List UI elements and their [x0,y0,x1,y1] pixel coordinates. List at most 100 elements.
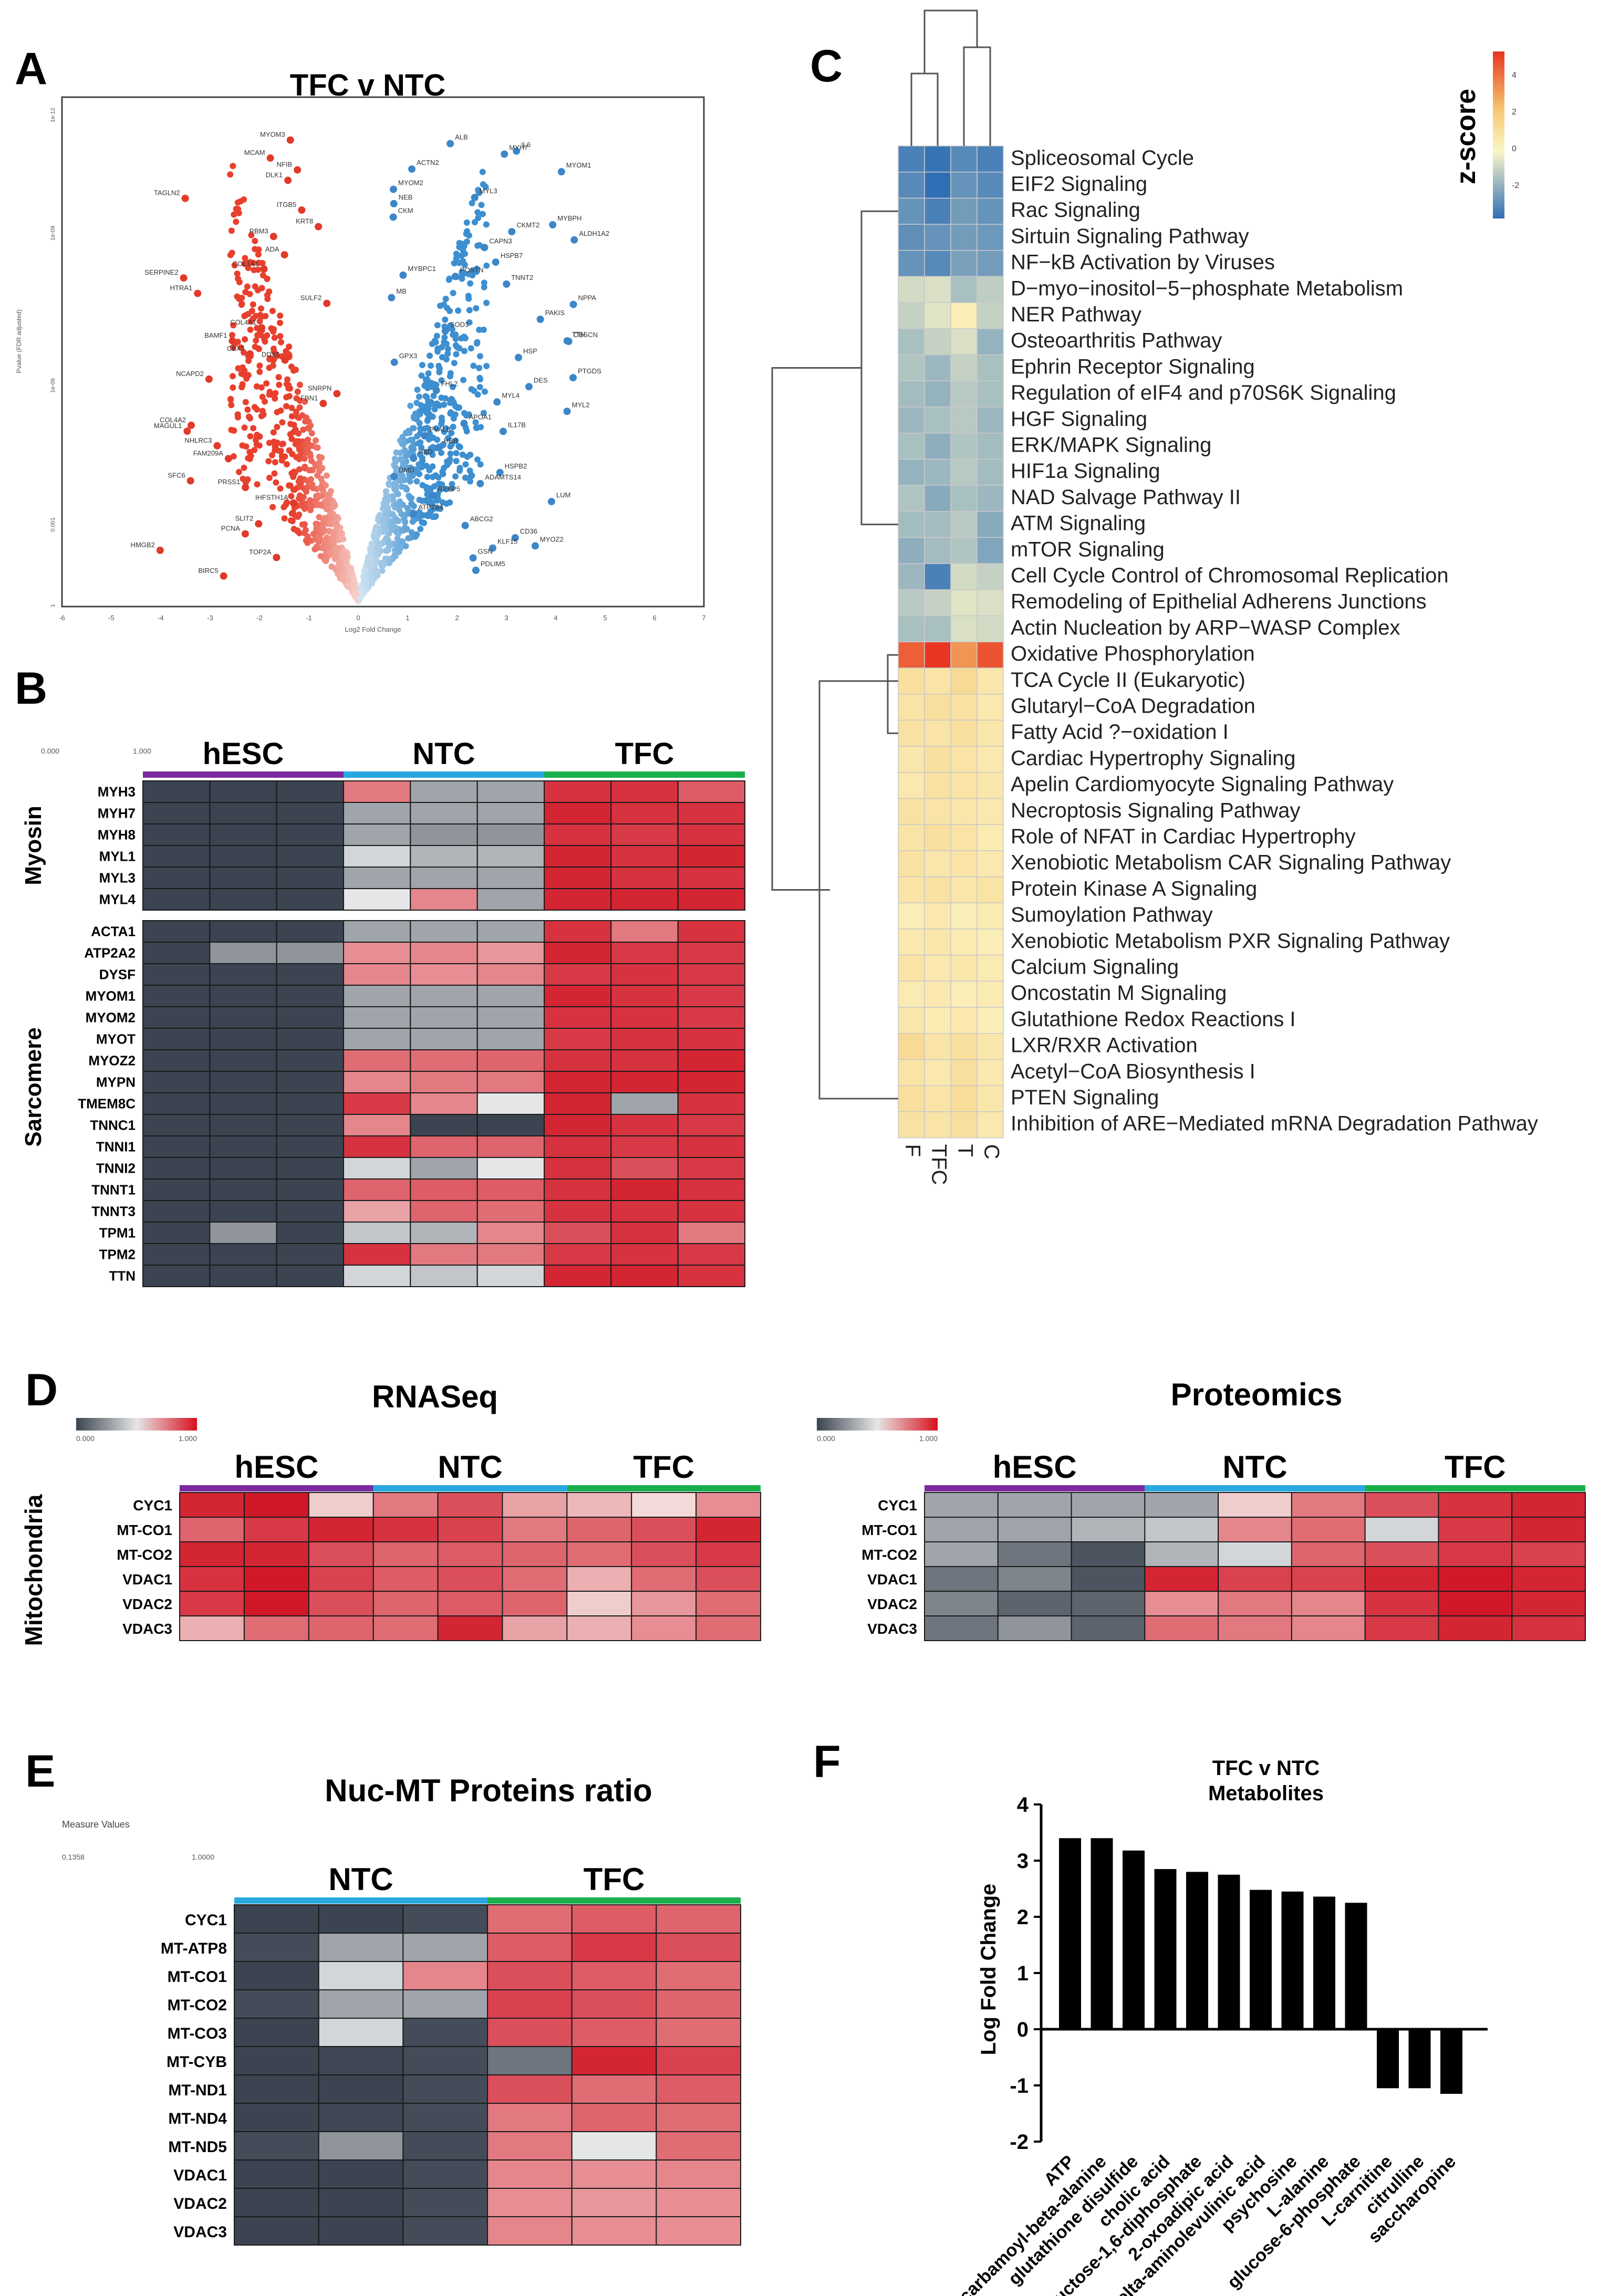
gene-label: ALB [455,133,468,141]
heatmap-cell [502,1615,568,1641]
heatmap-cell [410,1135,478,1158]
volcano-point [330,503,337,510]
pathway-label: Cardiac Hypertrophy Signaling [1011,747,1296,770]
volcano-point [410,446,417,453]
volcano-point [413,531,420,538]
volcano-point [256,346,262,352]
heatmap-cell [631,1492,697,1518]
volcano-point [357,594,364,601]
heatmap-cell [487,2216,573,2246]
volcano-point [261,336,268,342]
volcano-point [429,514,436,520]
volcano-point [331,519,338,526]
volcano-point [236,296,243,302]
volcano-point-down [294,166,302,174]
volcano-point-up [408,165,416,173]
group-label-ntc: NTC [1222,1449,1287,1485]
volcano-point-down [213,442,221,450]
row-label: ATP2A2 [84,945,136,961]
volcano-point [452,473,459,480]
volcano-point [461,348,468,354]
gene-label: MB [396,287,407,295]
heatmap-cell [977,850,1004,878]
heatmap-cell [209,802,277,825]
volcano-point [476,384,483,391]
heatmap-cell [276,963,345,986]
heatmap-cell [924,1541,999,1567]
volcano-point [284,461,290,468]
volcano-point [307,497,314,504]
heatmap-cell [234,1933,319,1962]
heatmap-cell [677,920,745,943]
heatmap-cell [977,1059,1004,1086]
heatmap-cell [924,1591,999,1616]
heatmap-cell [343,1071,411,1093]
x-tick-label: 6 [652,614,656,622]
heatmap-cell [571,2216,657,2246]
volcano-point [308,457,315,464]
heatmap-cell [402,2131,488,2161]
heatmap-cell [410,1049,478,1072]
volcano-point [447,410,454,417]
row-label: MT-CO1 [861,1522,917,1538]
heatmap-cell [343,1157,411,1180]
heatmap-cell [476,823,545,846]
volcano-point-up [493,398,501,406]
volcano-point [307,507,314,514]
heatmap-cell [437,1591,503,1616]
heatmap-cell [610,780,679,803]
volcano-point [304,533,311,540]
heatmap-cell [898,302,925,329]
volcano-point [277,447,284,454]
heatmap-cell [502,1517,568,1542]
heatmap-cell [924,746,951,773]
volcano-point [393,529,400,535]
volcano-point [436,366,443,372]
volcano-point [297,381,303,388]
gene-label: HSPB2 [505,462,527,470]
x-category-label: glutathione disulfide [1004,2152,1142,2289]
row-label: TPM2 [99,1247,136,1262]
volcano-point [409,466,416,473]
pathway-label: Rac Signaling [1011,199,1140,222]
heatmap-cell [950,902,978,930]
volcano-point-down [281,251,288,259]
volcano-point [482,183,489,190]
gene-label: HTRA1 [170,284,193,292]
volcano-point [405,535,412,541]
heatmap-cell [924,1059,951,1086]
volcano-point [404,505,411,512]
gene-label: KLF15 [497,538,517,546]
heatmap-cell [571,1961,657,1990]
volcano-point [383,504,390,511]
volcano-point [392,553,399,560]
group-bar-tfc [487,1897,741,1904]
volcano-point [394,535,401,542]
volcano-point [269,308,276,315]
heatmap-cell [977,432,1004,460]
gene-label: MYOM3 [260,131,285,139]
heatmap-cell [1291,1591,1366,1616]
volcano-point [228,227,235,234]
volcano-point [427,399,434,405]
heatmap-cell [924,1566,999,1592]
volcano-point [302,463,308,470]
row-label: MT-ATP8 [161,1940,227,1957]
heatmap-cell [571,2188,657,2217]
heatmap-cell [977,876,1004,904]
volcano-point [385,540,392,547]
heatmap-cell [276,802,345,825]
legend-colorbar [76,1418,197,1431]
volcano-point [254,406,261,413]
volcano-point [429,502,435,508]
gene-label: CD36 [520,527,537,535]
heatmap-cell [677,1006,745,1029]
volcano-point [442,296,449,302]
volcano-point [450,290,456,296]
volcano-point-up [460,420,468,427]
volcano-point [293,409,299,415]
volcano-point [393,449,400,456]
volcano-point [290,486,297,493]
volcano-point [293,395,300,402]
volcano-point [282,453,288,460]
